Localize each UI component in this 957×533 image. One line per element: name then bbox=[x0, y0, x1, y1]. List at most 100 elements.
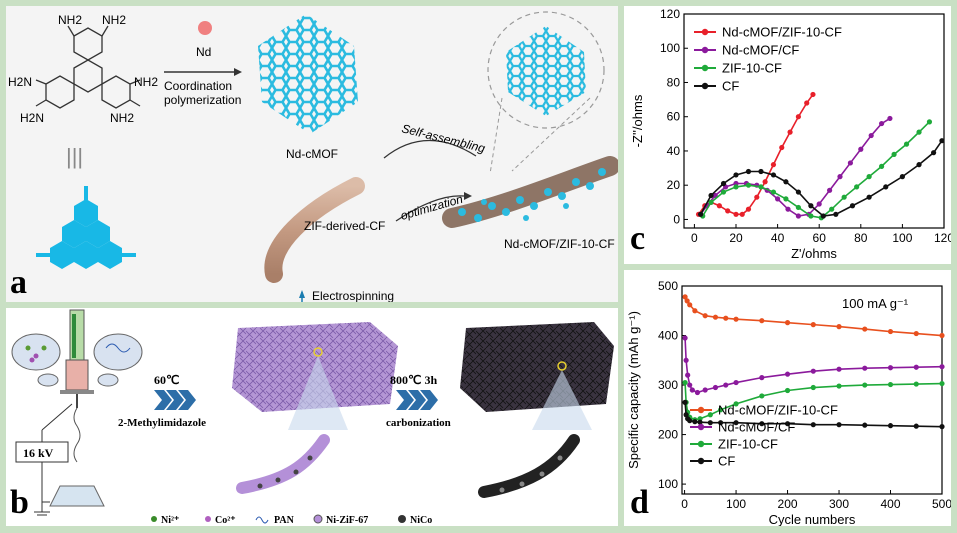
composite-label: Nd-cMOF/ZIF-10-CF bbox=[504, 237, 615, 251]
optimization-arrow bbox=[395, 195, 465, 222]
panel-letter-a: a bbox=[10, 264, 27, 301]
polymerization-label: polymerization bbox=[164, 93, 241, 107]
legend-marker bbox=[701, 82, 709, 90]
data-point bbox=[939, 332, 945, 339]
data-point bbox=[862, 326, 868, 332]
data-point bbox=[708, 192, 714, 199]
data-point bbox=[759, 318, 765, 324]
data-point bbox=[784, 387, 791, 394]
data-point bbox=[685, 372, 691, 378]
x-tick-label: 300 bbox=[829, 497, 849, 511]
series-line bbox=[702, 121, 931, 219]
legend-co: Co²⁺ bbox=[215, 515, 236, 526]
zoom-circle bbox=[487, 11, 605, 129]
data-point bbox=[913, 423, 919, 429]
y-tick-label: 40 bbox=[667, 144, 681, 158]
legend-marker bbox=[701, 28, 709, 36]
coordination-label: Coordination bbox=[164, 79, 232, 93]
step1-reagent: 2-Methylimidazole bbox=[118, 417, 206, 429]
fiber-particles bbox=[257, 455, 313, 489]
data-point bbox=[712, 384, 719, 391]
data-point bbox=[887, 328, 894, 335]
panel-letter-b: b bbox=[10, 484, 29, 521]
legend-nizif: Ni-ZiF-67 bbox=[326, 515, 368, 526]
legend-marker bbox=[697, 457, 705, 465]
legend-label: Nd-cMOF/ZIF-10-CF bbox=[718, 403, 838, 418]
panel-d: 0 100 200 300 400 500 100 200 300 400 500 Cycle num… bbox=[624, 270, 951, 526]
data-point bbox=[682, 379, 688, 386]
data-point bbox=[810, 91, 816, 98]
electrospinning-label: Electrospinning bbox=[312, 289, 394, 302]
data-point bbox=[785, 206, 791, 212]
nd-atom-icon bbox=[198, 21, 212, 35]
data-point bbox=[733, 316, 739, 322]
step2-temperature: 800℃ 3h bbox=[390, 373, 437, 387]
y-tick-label: 300 bbox=[658, 378, 678, 392]
data-point bbox=[687, 382, 693, 388]
data-point bbox=[887, 115, 893, 122]
data-point bbox=[827, 187, 833, 193]
data-point bbox=[862, 365, 868, 371]
data-point bbox=[913, 330, 919, 337]
data-point bbox=[733, 184, 739, 190]
data-point bbox=[808, 213, 814, 219]
pan-legend-icon bbox=[255, 516, 269, 524]
nd-cmof-label: Nd-cMOF bbox=[286, 147, 338, 161]
legend-label: CF bbox=[722, 79, 739, 94]
zoom-cone bbox=[532, 370, 592, 430]
x-tick-label: 20 bbox=[729, 231, 743, 245]
data-point bbox=[837, 174, 843, 180]
data-point bbox=[841, 194, 847, 200]
x-axis-label: Z'/ohms bbox=[791, 246, 837, 261]
data-point bbox=[784, 320, 791, 326]
data-point bbox=[733, 379, 739, 386]
data-point bbox=[858, 146, 864, 152]
y-tick-label: 0 bbox=[673, 212, 680, 226]
data-point bbox=[887, 381, 894, 388]
data-point bbox=[733, 172, 739, 178]
x-tick-label: 60 bbox=[813, 231, 827, 245]
data-point bbox=[808, 203, 814, 209]
data-point bbox=[810, 368, 816, 374]
data-point bbox=[687, 418, 693, 424]
y-tick-label: 200 bbox=[658, 428, 678, 442]
nizif-legend-icon bbox=[313, 514, 323, 524]
legend-marker bbox=[697, 440, 705, 448]
x-tick-label: 80 bbox=[854, 231, 868, 245]
data-point bbox=[733, 420, 739, 426]
nico-legend-icon bbox=[398, 515, 406, 523]
amine-label: NH2 bbox=[58, 13, 82, 27]
nyquist-chart: 0 20 40 60 80 100 120 0 20 40 60 80 100 120 Z'/ohms -Z'… bbox=[630, 7, 951, 261]
data-point bbox=[718, 420, 724, 426]
nd-label: Nd bbox=[196, 45, 211, 59]
data-point bbox=[712, 192, 718, 199]
legend-marker bbox=[697, 423, 705, 431]
data-point bbox=[795, 213, 801, 219]
data-point bbox=[745, 206, 752, 212]
amine-label: NH2 bbox=[102, 13, 126, 27]
plot-frame bbox=[681, 285, 943, 495]
y-tick-label: 400 bbox=[658, 329, 678, 343]
data-point bbox=[723, 315, 729, 321]
data-point bbox=[849, 203, 856, 209]
x-tick-label: 0 bbox=[691, 231, 698, 245]
zoom-line bbox=[489, 97, 503, 175]
data-point bbox=[891, 151, 897, 157]
zif-cf-label: ZIF-derived-CF bbox=[304, 219, 385, 233]
data-point bbox=[784, 421, 791, 427]
data-point bbox=[725, 208, 731, 214]
data-point bbox=[762, 179, 768, 185]
data-point bbox=[770, 162, 777, 168]
amine-label: NH2 bbox=[134, 75, 158, 89]
legend-label: Nd-cMOF/CF bbox=[722, 43, 799, 58]
data-point bbox=[718, 407, 724, 413]
data-point bbox=[759, 421, 765, 427]
y-axis-label: Specific capacity (mAh g⁻¹) bbox=[626, 311, 641, 469]
data-point bbox=[716, 203, 722, 209]
data-point bbox=[684, 298, 690, 304]
data-point bbox=[868, 132, 874, 139]
amine-label: NH2 bbox=[110, 111, 134, 125]
process-arrow-1 bbox=[154, 390, 196, 410]
data-point bbox=[795, 114, 801, 120]
x-tick-label: 500 bbox=[932, 497, 951, 511]
